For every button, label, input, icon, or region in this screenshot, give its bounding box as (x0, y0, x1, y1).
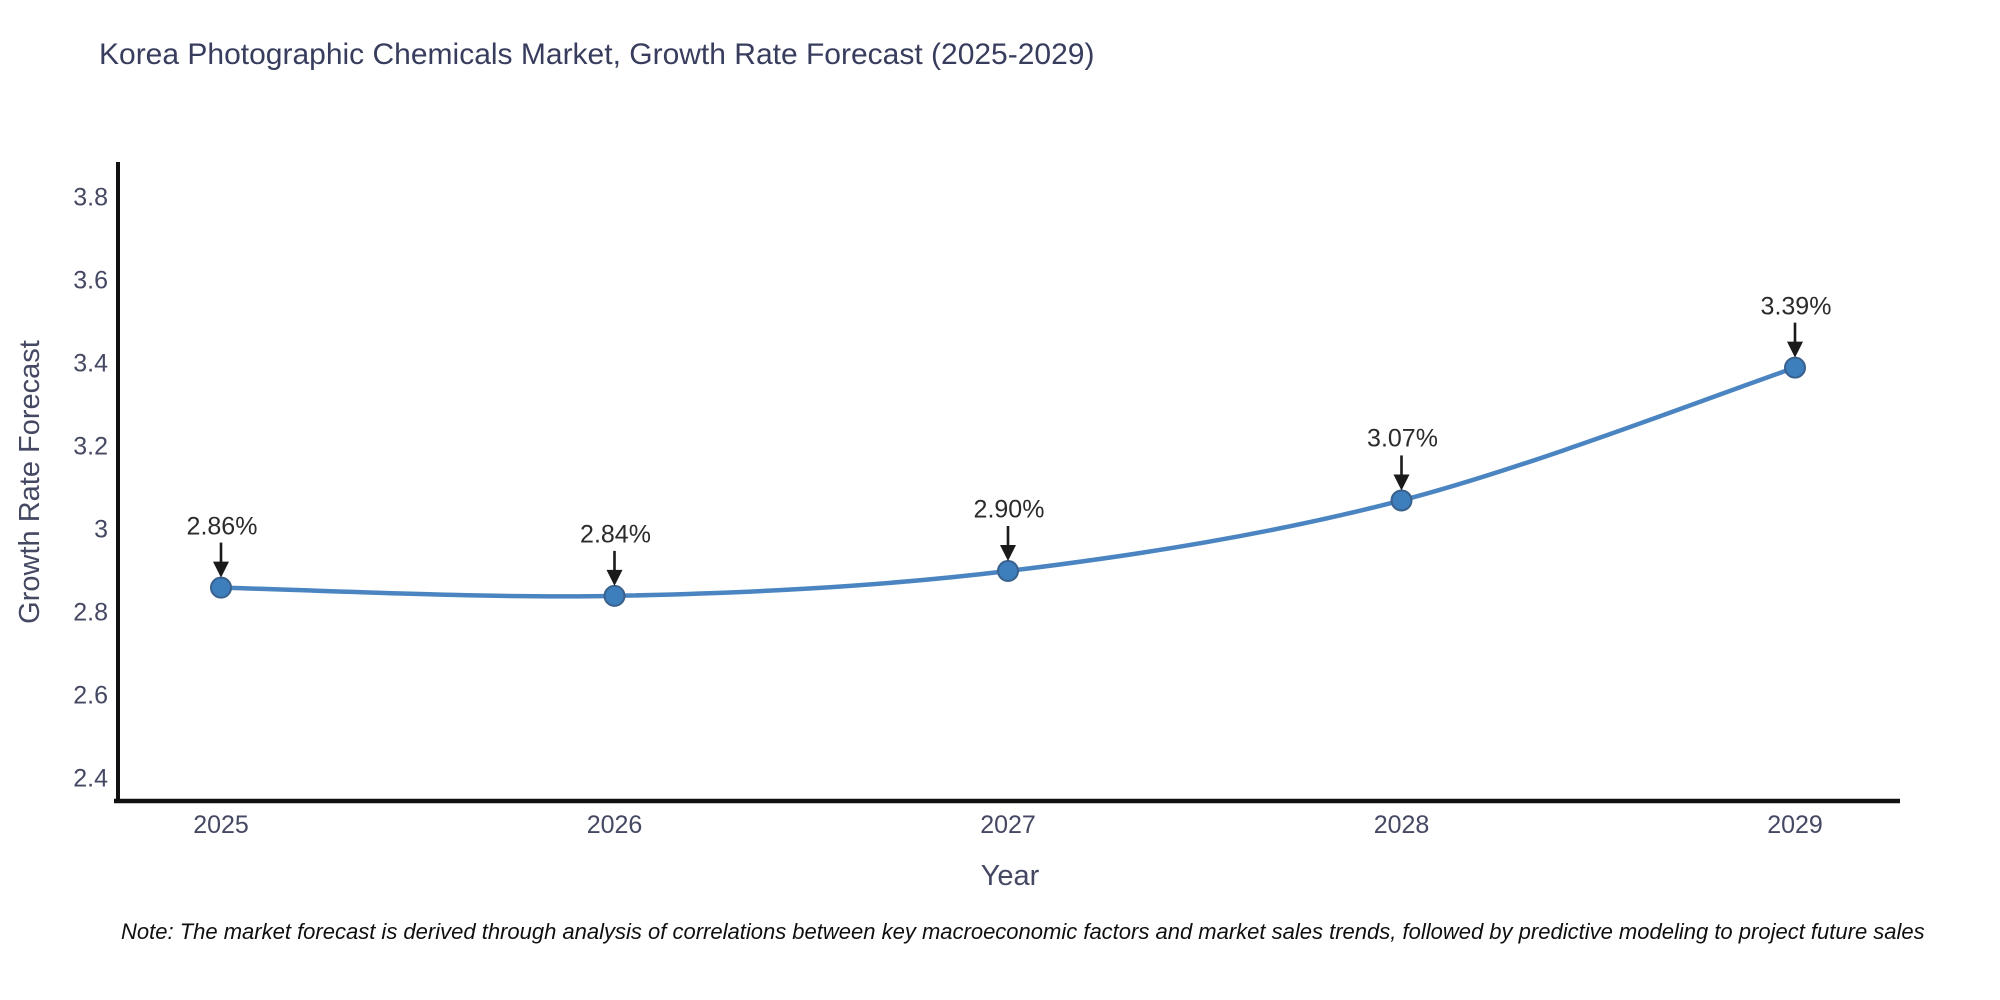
data-point-marker (997, 560, 1019, 582)
annotation-arrow-head (1393, 474, 1410, 491)
y-tick-label: 3 (94, 515, 108, 543)
y-tick-label: 3.8 (73, 183, 108, 211)
data-point-marker (603, 584, 626, 607)
y-tick-label: 3.2 (73, 432, 108, 460)
y-axis-title: Growth Rate Forecast (14, 340, 46, 624)
point-annotation-label: 2.86% (186, 512, 258, 541)
x-tick-label: 2028 (1373, 811, 1430, 839)
annotation-arrow-head (213, 561, 229, 578)
x-tick-label: 2029 (1767, 811, 1823, 839)
point-annotation-label: 2.90% (973, 495, 1045, 524)
x-tick-label: 2027 (980, 811, 1036, 839)
annotation-arrow-head (606, 569, 623, 586)
y-tick-label: 3.4 (73, 349, 108, 377)
footnote: Note: The market forecast is derived thr… (121, 919, 1925, 944)
point-annotation-label: 3.07% (1367, 424, 1438, 453)
y-tick-label: 2.6 (73, 681, 108, 709)
y-tick-label: 3.6 (73, 266, 108, 294)
point-annotation-label: 2.84% (580, 520, 651, 549)
y-tick-label: 2.4 (73, 764, 108, 792)
data-point-marker (1784, 356, 1806, 379)
x-tick-label: 2026 (586, 811, 643, 839)
x-tick-label: 2025 (193, 811, 249, 839)
annotation-arrow-head (1787, 341, 1803, 358)
chart-title: Korea Photographic Chemicals Market, Gro… (99, 38, 1095, 71)
y-tick-label: 2.8 (73, 598, 108, 626)
annotation-arrow-head (1000, 545, 1016, 561)
x-axis-title: Year (980, 860, 1040, 892)
data-point-marker (1390, 489, 1413, 512)
data-point-marker (210, 576, 232, 599)
point-annotation-label: 3.39% (1760, 292, 1832, 321)
